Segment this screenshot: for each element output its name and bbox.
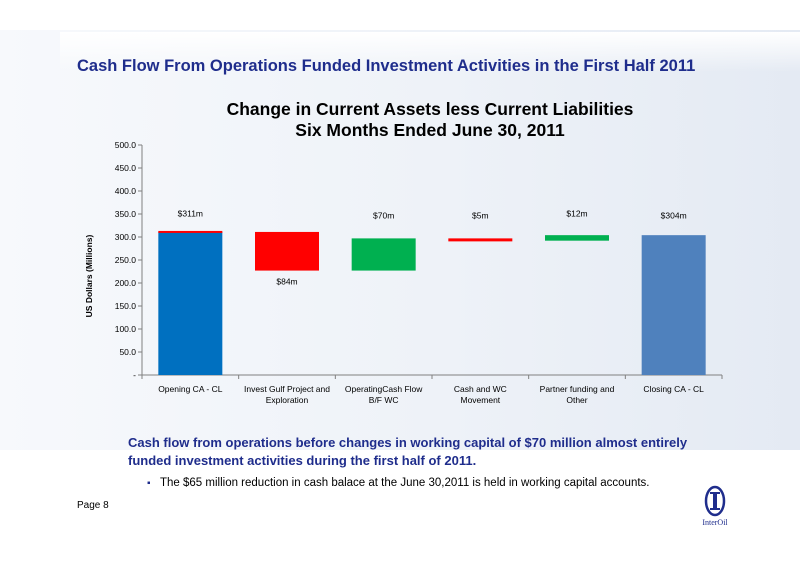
x-category-label: Movement [460,395,500,405]
y-tick-label: 400.0 [115,186,137,196]
x-category-label: Exploration [266,395,309,405]
y-tick-label: 300.0 [115,232,137,242]
summary-text: Cash flow from operations before changes… [128,435,688,468]
waterfall-bar [448,238,513,242]
y-tick-label: 450.0 [115,163,137,173]
waterfall-bar [351,238,416,271]
interoil-logo-icon [704,485,726,517]
x-category-label: B/F WC [369,395,399,405]
y-tick-label: 350.0 [115,209,137,219]
data-label: $304m [661,211,687,221]
y-tick-label: 100.0 [115,324,137,334]
x-category-label: Opening CA - CL [158,384,223,394]
x-category-label: Other [566,395,587,405]
data-label: $311m [178,208,203,218]
y-tick-label: - [133,370,136,380]
waterfall-bar [255,231,319,271]
data-label: $70m [373,211,394,221]
chart-subtitle: Six Months Ended June 30, 2011 [295,120,565,140]
opening-bar-cap [158,230,223,233]
y-tick-label: 250.0 [115,255,137,265]
y-tick-label: 50.0 [119,347,136,357]
y-axis-label: US Dollars (Millions) [84,234,94,318]
waterfall-bar [158,231,223,375]
y-tick-label: 500.0 [115,140,137,150]
x-category-label: Invest Gulf Project and [244,384,330,394]
chart-title: Change in Current Assets less Current Li… [226,99,634,119]
slide-title: Cash Flow From Operations Funded Investm… [77,57,696,75]
company-logo: InterOil [697,484,733,530]
data-label: $12m [566,208,587,218]
chart-title-block: Change in Current Assets less Current Li… [150,99,710,141]
y-tick-label: 200.0 [115,278,137,288]
bullet-item: ▪ The $65 million reduction in cash bala… [147,477,687,490]
x-category-label: OperatingCash Flow [345,384,423,394]
waterfall-bar [641,235,706,375]
bullet-square-icon: ▪ [147,478,151,489]
x-category-label: Partner funding and [540,384,615,394]
data-label: $5m [472,211,489,221]
background-highlight [60,32,800,72]
logo-text: InterOil [702,518,728,527]
x-category-label: Closing CA - CL [643,384,704,394]
page-number: Page 8 [77,500,109,511]
data-label: $84m [276,277,297,287]
x-category-label: Cash and WC [454,384,507,394]
y-tick-label: 150.0 [115,301,137,311]
bullet-text: The $65 million reduction in cash balace… [160,477,650,489]
waterfall-bar [545,235,609,241]
